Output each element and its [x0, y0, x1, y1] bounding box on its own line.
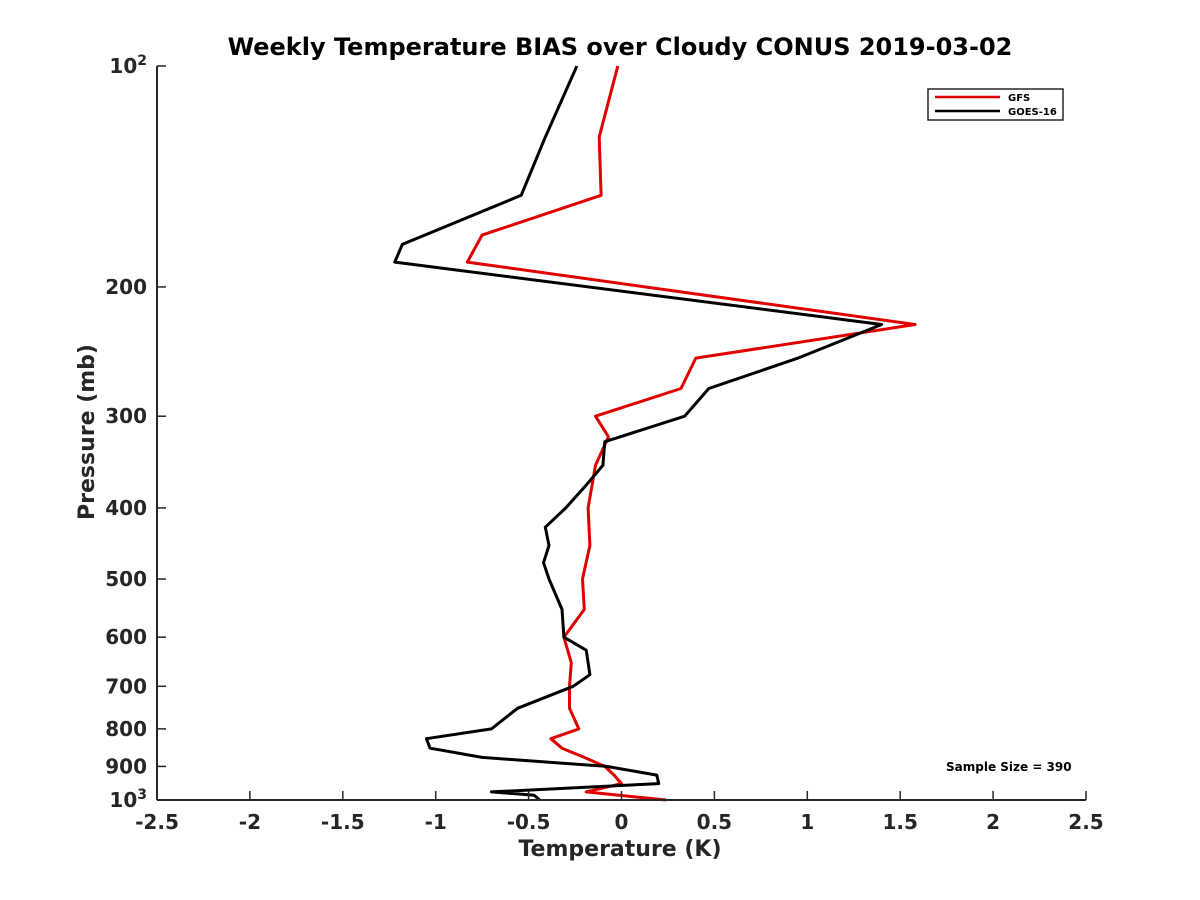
y-tick-label: 103: [109, 787, 147, 812]
y-axis-ticks: 102 200 300 400 500 600 700 800 900 103: [105, 53, 166, 812]
x-tick-label: -2: [239, 810, 261, 834]
y-tick-label: 900: [105, 754, 147, 778]
x-tick-label: -0.5: [507, 810, 551, 834]
series-line-goes-16: [393, 65, 884, 802]
sample-size-annotation: Sample Size = 390: [946, 760, 1072, 774]
x-tick-label: 0.5: [697, 810, 732, 834]
y-tick-label: 400: [105, 496, 147, 520]
x-tick-label: 2.5: [1068, 810, 1103, 834]
legend: GFS GOES-16: [927, 88, 1064, 121]
y-tick-label: 700: [105, 674, 147, 698]
x-axis-label: Temperature (K): [518, 837, 721, 862]
y-tick-label: 300: [105, 404, 147, 428]
x-tick-label: -1: [425, 810, 447, 834]
series-line-gfs: [465, 65, 917, 802]
plot-lines: [393, 65, 917, 802]
y-tick-label: 102: [109, 53, 147, 78]
x-tick-label: 1.5: [882, 810, 917, 834]
y-tick-label: 600: [105, 625, 147, 649]
legend-box: [927, 88, 1064, 121]
x-tick-label: 1: [800, 810, 814, 834]
x-tick-label: -2.5: [135, 810, 179, 834]
x-tick-label: 2: [986, 810, 1000, 834]
legend-label-goes16: GOES-16: [1008, 107, 1057, 118]
chart-title: Weekly Temperature BIAS over Cloudy CONU…: [228, 33, 1013, 61]
y-tick-label: 800: [105, 717, 147, 741]
x-tick-label: -1.5: [321, 810, 365, 834]
x-axis-ticks: -2.5 -2 -1.5 -1 -0.5 0 0.5 1 1.5 2 2.5: [135, 791, 1104, 834]
axes: [156, 66, 1086, 801]
x-tick-label: 0: [615, 810, 629, 834]
legend-label-gfs: GFS: [1008, 93, 1030, 104]
y-axis-label: Pressure (mb): [75, 344, 100, 520]
y-tick-label: 200: [105, 275, 147, 299]
y-tick-label: 500: [105, 567, 147, 591]
